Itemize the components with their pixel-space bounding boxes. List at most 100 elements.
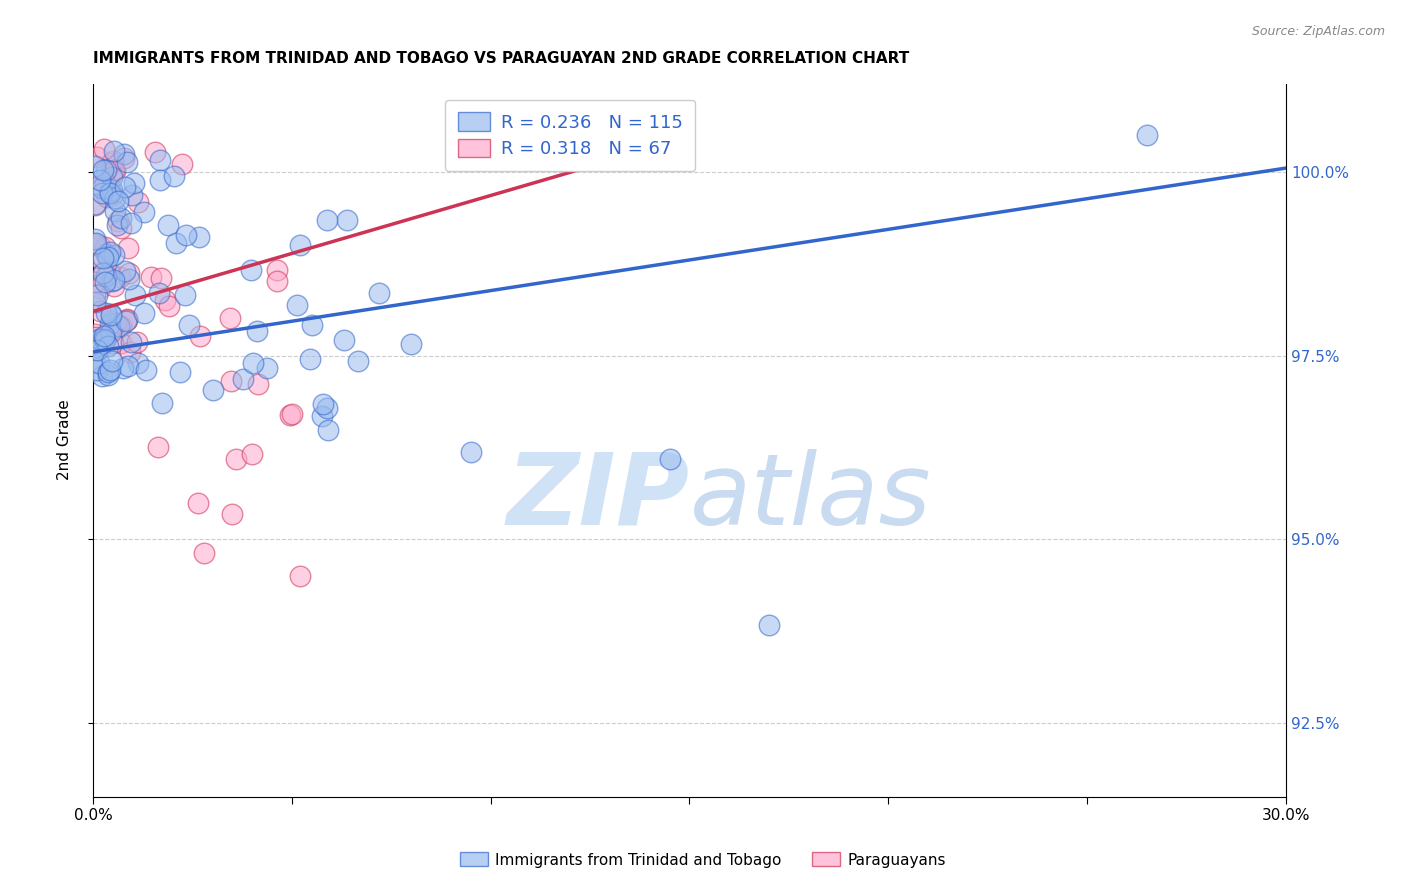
Point [288, 568, 311, 582]
Point [87, 356, 110, 370]
Text: IMMIGRANTS FROM TRINIDAD AND TOBAGO VS PARAGUAYAN 2ND GRADE CORRELATION CHART: IMMIGRANTS FROM TRINIDAD AND TOBAGO VS P… [93, 51, 910, 66]
Point [127, 356, 149, 370]
Point [97, 365, 120, 379]
Point [149, 173, 172, 187]
Point [103, 144, 125, 158]
Point [117, 155, 139, 169]
Point [107, 194, 129, 208]
Point [84, 235, 107, 250]
Point [84, 329, 107, 343]
Point [89, 303, 111, 318]
Point [93, 275, 115, 289]
Point [315, 401, 337, 415]
Point [107, 214, 129, 228]
Point [89, 173, 111, 187]
Point [460, 445, 482, 459]
Point [103, 248, 125, 262]
Point [84, 275, 107, 289]
Point [86, 343, 108, 357]
Text: atlas: atlas [689, 449, 931, 546]
Text: Source: ZipAtlas.com: Source: ZipAtlas.com [1251, 25, 1385, 38]
Point [163, 169, 186, 183]
Point [170, 157, 193, 171]
Point [115, 312, 138, 326]
Point [115, 313, 138, 327]
Point [100, 314, 122, 328]
Point [89, 178, 111, 193]
Point [84, 237, 107, 252]
Point [266, 274, 288, 288]
Point [105, 218, 128, 232]
Point [89, 341, 111, 355]
Point [89, 239, 111, 253]
Point [143, 145, 166, 159]
Point [347, 354, 370, 368]
Point [141, 269, 163, 284]
Point [399, 336, 422, 351]
Point [290, 238, 312, 252]
Point [135, 363, 157, 377]
Point [368, 286, 391, 301]
Point [193, 546, 215, 560]
Point [103, 272, 125, 286]
Point [117, 359, 139, 373]
Point [173, 288, 195, 302]
Point [90, 368, 112, 383]
Point [758, 617, 780, 632]
Point [202, 384, 225, 398]
Point [97, 339, 120, 353]
Point [104, 316, 127, 330]
Point [121, 187, 143, 202]
Point [219, 374, 242, 388]
Point [110, 318, 132, 333]
Point [101, 336, 124, 351]
Point [89, 332, 111, 346]
Point [97, 265, 120, 279]
Point [104, 164, 127, 178]
Point [91, 252, 114, 266]
Point [266, 263, 288, 277]
Point [658, 452, 681, 467]
Point [242, 355, 264, 369]
Point [132, 204, 155, 219]
Point [312, 397, 335, 411]
Point [114, 180, 136, 194]
Point [89, 280, 111, 294]
Point [115, 314, 138, 328]
Point [149, 153, 172, 168]
Point [93, 328, 115, 343]
Point [278, 408, 301, 422]
Point [239, 263, 262, 277]
Point [156, 218, 179, 232]
Point [89, 332, 111, 346]
Point [188, 230, 211, 244]
Point [120, 216, 142, 230]
Point [91, 181, 114, 195]
Point [84, 159, 107, 173]
Point [100, 308, 122, 322]
Point [177, 318, 200, 332]
Point [94, 162, 117, 177]
Point [87, 252, 110, 266]
Point [336, 213, 359, 227]
Point [219, 311, 242, 326]
Point [232, 372, 254, 386]
Point [246, 324, 269, 338]
Point [93, 332, 115, 346]
Point [333, 334, 356, 348]
Point [134, 305, 156, 319]
Point [94, 240, 117, 254]
Point [84, 355, 107, 369]
Point [316, 212, 339, 227]
Point [93, 264, 115, 278]
Point [240, 447, 263, 461]
Point [86, 288, 108, 302]
Point [91, 186, 114, 201]
Point [84, 326, 107, 341]
Point [93, 329, 115, 343]
Point [84, 336, 107, 351]
Point [108, 270, 131, 285]
Point [110, 211, 132, 225]
Point [103, 163, 125, 178]
Point [166, 236, 188, 251]
